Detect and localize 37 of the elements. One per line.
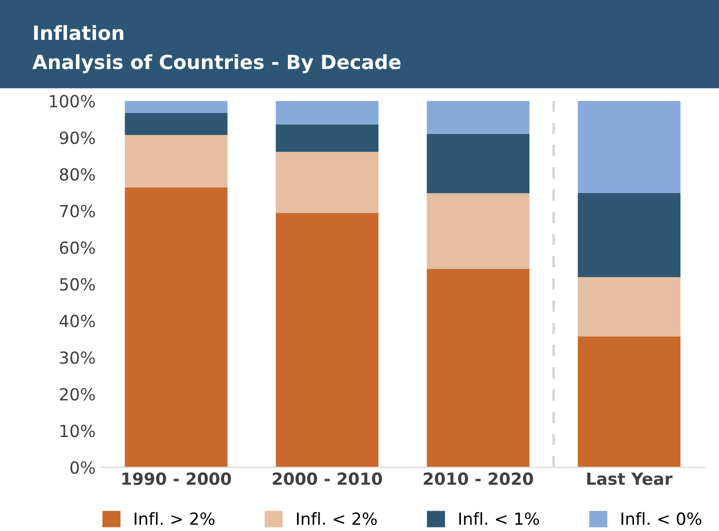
bar [276, 124, 378, 152]
chart-title: Inflation [34, 25, 124, 40]
bar [426, 134, 530, 194]
legend-label: Infl. < 0% [622, 512, 702, 525]
bar [276, 152, 378, 214]
bar [124, 112, 228, 135]
bar [578, 100, 680, 193]
legend-label: Infl. < 1% [459, 512, 539, 525]
bar [578, 192, 680, 278]
y-tick-label: 100% [50, 94, 95, 108]
chart-subtitle: Analysis of Countries - By Decade [32, 54, 401, 74]
bar [426, 268, 530, 468]
y-tick-label: 20% [60, 388, 95, 401]
x-tick-label: 2010 - 2020 [424, 472, 533, 486]
y-tick-label: 30% [60, 351, 95, 364]
bar [124, 187, 228, 468]
y-tick-label: 90% [60, 131, 95, 144]
bar [578, 277, 680, 336]
bar [124, 100, 228, 113]
bar [276, 100, 378, 124]
bar [578, 336, 680, 468]
y-tick-label: 0% [70, 461, 95, 474]
y-tick-label: 50% [60, 278, 95, 291]
x-tick-label: 2000 - 2010 [272, 472, 382, 486]
y-tick-label: 60% [60, 241, 95, 254]
legend-label: Infl. > 2% [134, 512, 214, 525]
y-tick-label: 70% [60, 204, 95, 218]
bar [124, 134, 228, 188]
y-tick-label: 80% [60, 168, 95, 181]
bar [276, 213, 378, 468]
bar [426, 193, 530, 269]
legend-label: Infl. < 2% [297, 512, 377, 525]
bar [426, 100, 530, 134]
x-tick-label: 1990 - 2000 [122, 472, 232, 486]
x-tick-label: Last Year [587, 472, 673, 486]
y-tick-label: 10% [60, 424, 95, 438]
y-tick-label: 40% [60, 314, 95, 328]
